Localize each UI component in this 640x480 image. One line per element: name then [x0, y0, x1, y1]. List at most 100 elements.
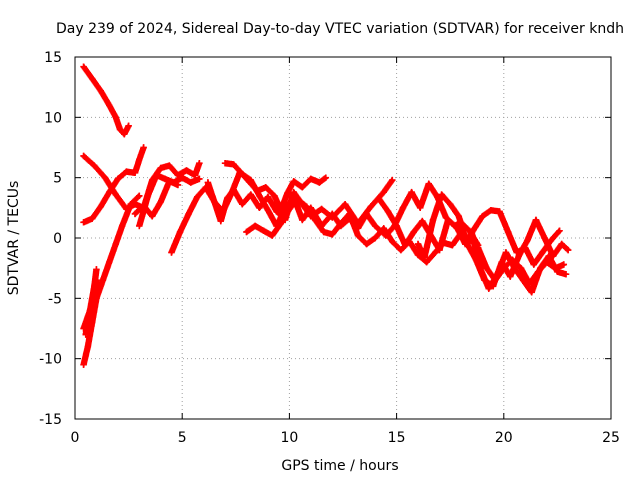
data-point — [112, 114, 119, 121]
y-tick-label: 15 — [44, 50, 62, 66]
data-point — [80, 152, 87, 160]
data-point — [116, 126, 124, 133]
data-point — [515, 252, 523, 260]
data-point — [322, 174, 330, 181]
data-point — [487, 207, 495, 214]
y-tick-label: 5 — [53, 171, 62, 187]
series-track-5 — [80, 144, 147, 226]
data-point — [414, 240, 422, 248]
data-point — [423, 258, 430, 266]
data-point — [562, 271, 570, 278]
data-point — [429, 216, 437, 224]
data-point — [436, 246, 443, 254]
data-point — [183, 167, 190, 174]
data-point — [376, 196, 383, 203]
data-point — [504, 228, 512, 236]
data-point — [380, 188, 387, 196]
data-point — [290, 178, 297, 185]
data-point — [264, 207, 272, 214]
x-tick-label: 10 — [280, 430, 298, 446]
data-point — [479, 213, 486, 220]
data-point — [329, 231, 336, 238]
y-tick-label: -10 — [39, 352, 62, 368]
data-point — [269, 232, 276, 239]
data-point — [564, 246, 572, 254]
data-point — [337, 220, 345, 227]
data-point — [449, 242, 456, 249]
data-point — [239, 201, 246, 208]
data-point — [485, 285, 492, 292]
y-tick-label: -15 — [39, 412, 62, 428]
data-point — [389, 176, 396, 184]
data-point — [166, 162, 173, 169]
data-point — [393, 222, 400, 230]
data-point — [168, 249, 175, 256]
data-point — [121, 131, 128, 138]
data-point — [277, 220, 285, 227]
data-point — [524, 237, 531, 244]
data-point — [243, 228, 250, 236]
data-point — [187, 179, 194, 186]
data-point — [537, 264, 544, 272]
data-point — [264, 193, 272, 201]
data-point — [273, 208, 280, 215]
data-point — [341, 201, 349, 208]
data-point — [447, 201, 454, 208]
data-point — [329, 210, 336, 218]
data-point — [558, 240, 565, 248]
data-point — [284, 190, 291, 197]
data-point — [185, 210, 192, 218]
data-point — [545, 252, 553, 260]
data-point — [140, 202, 147, 209]
data-point — [320, 228, 327, 236]
series-track-8 — [131, 178, 182, 220]
data-point — [299, 184, 306, 191]
data-point — [502, 249, 510, 256]
data-point — [408, 188, 415, 196]
data-point — [397, 246, 405, 254]
data-point — [532, 216, 540, 224]
data-point — [363, 210, 370, 218]
data-point — [307, 175, 315, 183]
data-point — [161, 175, 169, 183]
y-tick-label: -5 — [48, 291, 62, 307]
data-point — [106, 102, 113, 109]
data-point — [176, 228, 184, 236]
data-point — [401, 242, 409, 249]
data-point — [399, 204, 407, 212]
data-point — [438, 191, 445, 198]
data-point — [354, 232, 362, 239]
data-point — [174, 181, 182, 189]
data-point — [421, 254, 428, 261]
data-point — [431, 249, 439, 256]
data-point — [148, 213, 156, 220]
data-point — [539, 249, 546, 256]
data-point — [541, 234, 548, 242]
data-point — [118, 222, 126, 230]
data-point — [239, 170, 246, 178]
data-point — [230, 186, 237, 193]
data-point — [88, 75, 96, 82]
data-point — [97, 203, 104, 210]
x-tick-label: 25 — [602, 430, 620, 446]
x-axis-label: GPS time / hours — [281, 458, 398, 474]
series-track-7 — [136, 172, 203, 230]
data-point — [80, 219, 87, 226]
data-point — [494, 271, 501, 278]
data-point — [380, 225, 387, 232]
data-point — [106, 258, 113, 266]
data-point — [204, 179, 212, 186]
data-point — [294, 196, 302, 203]
data-point — [367, 203, 375, 210]
x-tick-label: 20 — [495, 430, 513, 446]
data-point — [299, 216, 306, 224]
data-point — [455, 213, 462, 220]
data-point — [157, 164, 164, 172]
y-tick-label: 10 — [44, 110, 62, 126]
data-point — [483, 264, 490, 272]
data-point — [530, 261, 538, 268]
data-point — [464, 240, 471, 248]
x-tick-label: 15 — [388, 430, 406, 446]
data-point — [511, 264, 518, 272]
